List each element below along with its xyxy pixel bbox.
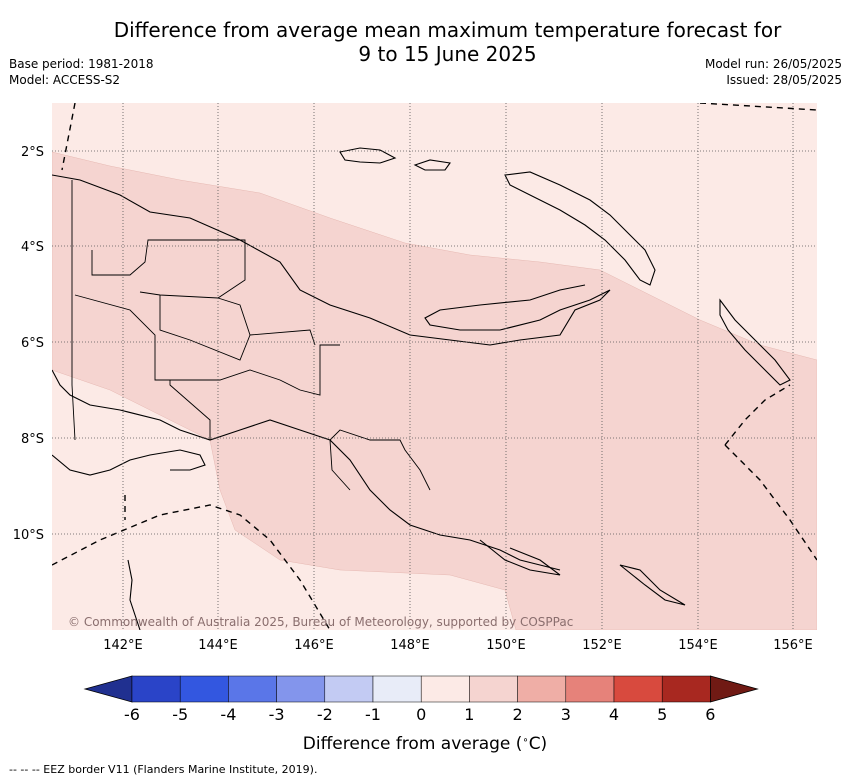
colorbar-tick-label: 4 bbox=[609, 705, 619, 724]
colorbar bbox=[83, 675, 759, 703]
colorbar-extend-low bbox=[83, 675, 133, 703]
colorbar-segment bbox=[179, 675, 229, 703]
lon-label: 146°E bbox=[294, 638, 334, 653]
colorbar-tick-label: -1 bbox=[365, 705, 381, 724]
colorbar-tick-label: -5 bbox=[172, 705, 188, 724]
cape-york bbox=[127, 559, 141, 630]
colorbar-label-end: C) bbox=[529, 734, 548, 754]
eez-borders bbox=[52, 103, 817, 630]
colorbar-segment bbox=[517, 675, 567, 703]
colorbar-tick-label: 5 bbox=[657, 705, 667, 724]
lon-labels: 142°E 144°E 146°E 148°E 150°E 152°E 154°… bbox=[103, 638, 813, 653]
colorbar-segment bbox=[420, 675, 470, 703]
colorbar-tick-label: -6 bbox=[124, 705, 140, 724]
islands-east bbox=[619, 564, 686, 606]
new-ireland bbox=[413, 159, 451, 171]
colorbar-segment bbox=[469, 675, 518, 703]
png-east-tip bbox=[479, 539, 561, 576]
new-britain bbox=[504, 171, 656, 286]
colorbar-tick-label: -2 bbox=[317, 705, 333, 724]
bougainville bbox=[719, 298, 791, 386]
colorbar-segment bbox=[228, 675, 277, 703]
lon-label: 154°E bbox=[678, 638, 718, 653]
coastlines bbox=[52, 147, 791, 630]
torres-strait-coast bbox=[52, 449, 206, 476]
title-line-1: Difference from average mean maximum tem… bbox=[113, 18, 782, 42]
lat-labels: 2°S 4°S 6°S 8°S 10°S bbox=[13, 145, 44, 543]
lon-label: 156°E bbox=[773, 638, 813, 653]
issued-date: Issued: 28/05/2025 bbox=[726, 73, 842, 87]
colorbar-extend-high bbox=[710, 675, 759, 703]
chart-title: Difference from average mean maximum tem… bbox=[0, 18, 850, 66]
lon-label: 148°E bbox=[390, 638, 430, 653]
lon-label: 150°E bbox=[486, 638, 526, 653]
lat-label: 10°S bbox=[13, 528, 44, 543]
lat-label: 6°S bbox=[21, 336, 44, 351]
colorbar-tick-label: 1 bbox=[464, 705, 474, 724]
title-line-2: 9 to 15 June 2025 bbox=[358, 42, 537, 66]
base-period: Base period: 1981-2018 bbox=[9, 57, 154, 71]
lat-label: 8°S bbox=[21, 432, 44, 447]
meta-right: Model run: 26/05/2025 Issued: 28/05/2025 bbox=[705, 56, 842, 88]
lon-label: 142°E bbox=[103, 638, 143, 653]
copyright-text: © Commonwealth of Australia 2025, Bureau… bbox=[68, 615, 573, 629]
colorbar-label: Difference from average (∘C) bbox=[303, 734, 547, 754]
colorbar-tick-label: -4 bbox=[220, 705, 236, 724]
colorbar-segment bbox=[565, 675, 615, 703]
manus bbox=[339, 147, 397, 164]
colorbar-tick-label: -3 bbox=[269, 705, 285, 724]
colorbar-tick-label: 2 bbox=[513, 705, 523, 724]
colorbar-tick-label: 6 bbox=[705, 705, 715, 724]
colorbar-tick-label: 3 bbox=[561, 705, 571, 724]
model-name: Model: ACCESS-S2 bbox=[9, 73, 121, 87]
new-guinea-coast bbox=[52, 174, 611, 571]
lat-label: 2°S bbox=[21, 145, 44, 160]
colorbar-tick-label: 0 bbox=[416, 705, 426, 724]
colorbar-segment bbox=[276, 675, 326, 703]
eez-footnote: -- -- -- EEZ border V11 (Flanders Marine… bbox=[9, 763, 318, 776]
lon-label: 144°E bbox=[198, 638, 238, 653]
province-borders bbox=[71, 180, 431, 491]
graticule bbox=[52, 103, 817, 630]
colorbar-label-text: Difference from average ( bbox=[303, 734, 523, 754]
lat-label: 4°S bbox=[21, 240, 44, 255]
anomaly-band-1-2 bbox=[52, 151, 817, 630]
colorbar-label-unit: ∘ bbox=[522, 735, 528, 746]
colorbar-segment bbox=[661, 675, 711, 703]
colorbar-segment bbox=[324, 675, 374, 703]
model-run: Model run: 26/05/2025 bbox=[704, 57, 842, 71]
lon-label: 152°E bbox=[582, 638, 622, 653]
colorbar-segment bbox=[131, 675, 181, 703]
meta-left: Base period: 1981-2018 Model: ACCESS-S2 bbox=[9, 56, 154, 88]
colorbar-ticks: -6 -5 -4 -3 -2 -1 0 1 2 3 4 5 6 bbox=[124, 705, 715, 724]
colorbar-segment bbox=[372, 675, 422, 703]
colorbar-segment bbox=[613, 675, 663, 703]
